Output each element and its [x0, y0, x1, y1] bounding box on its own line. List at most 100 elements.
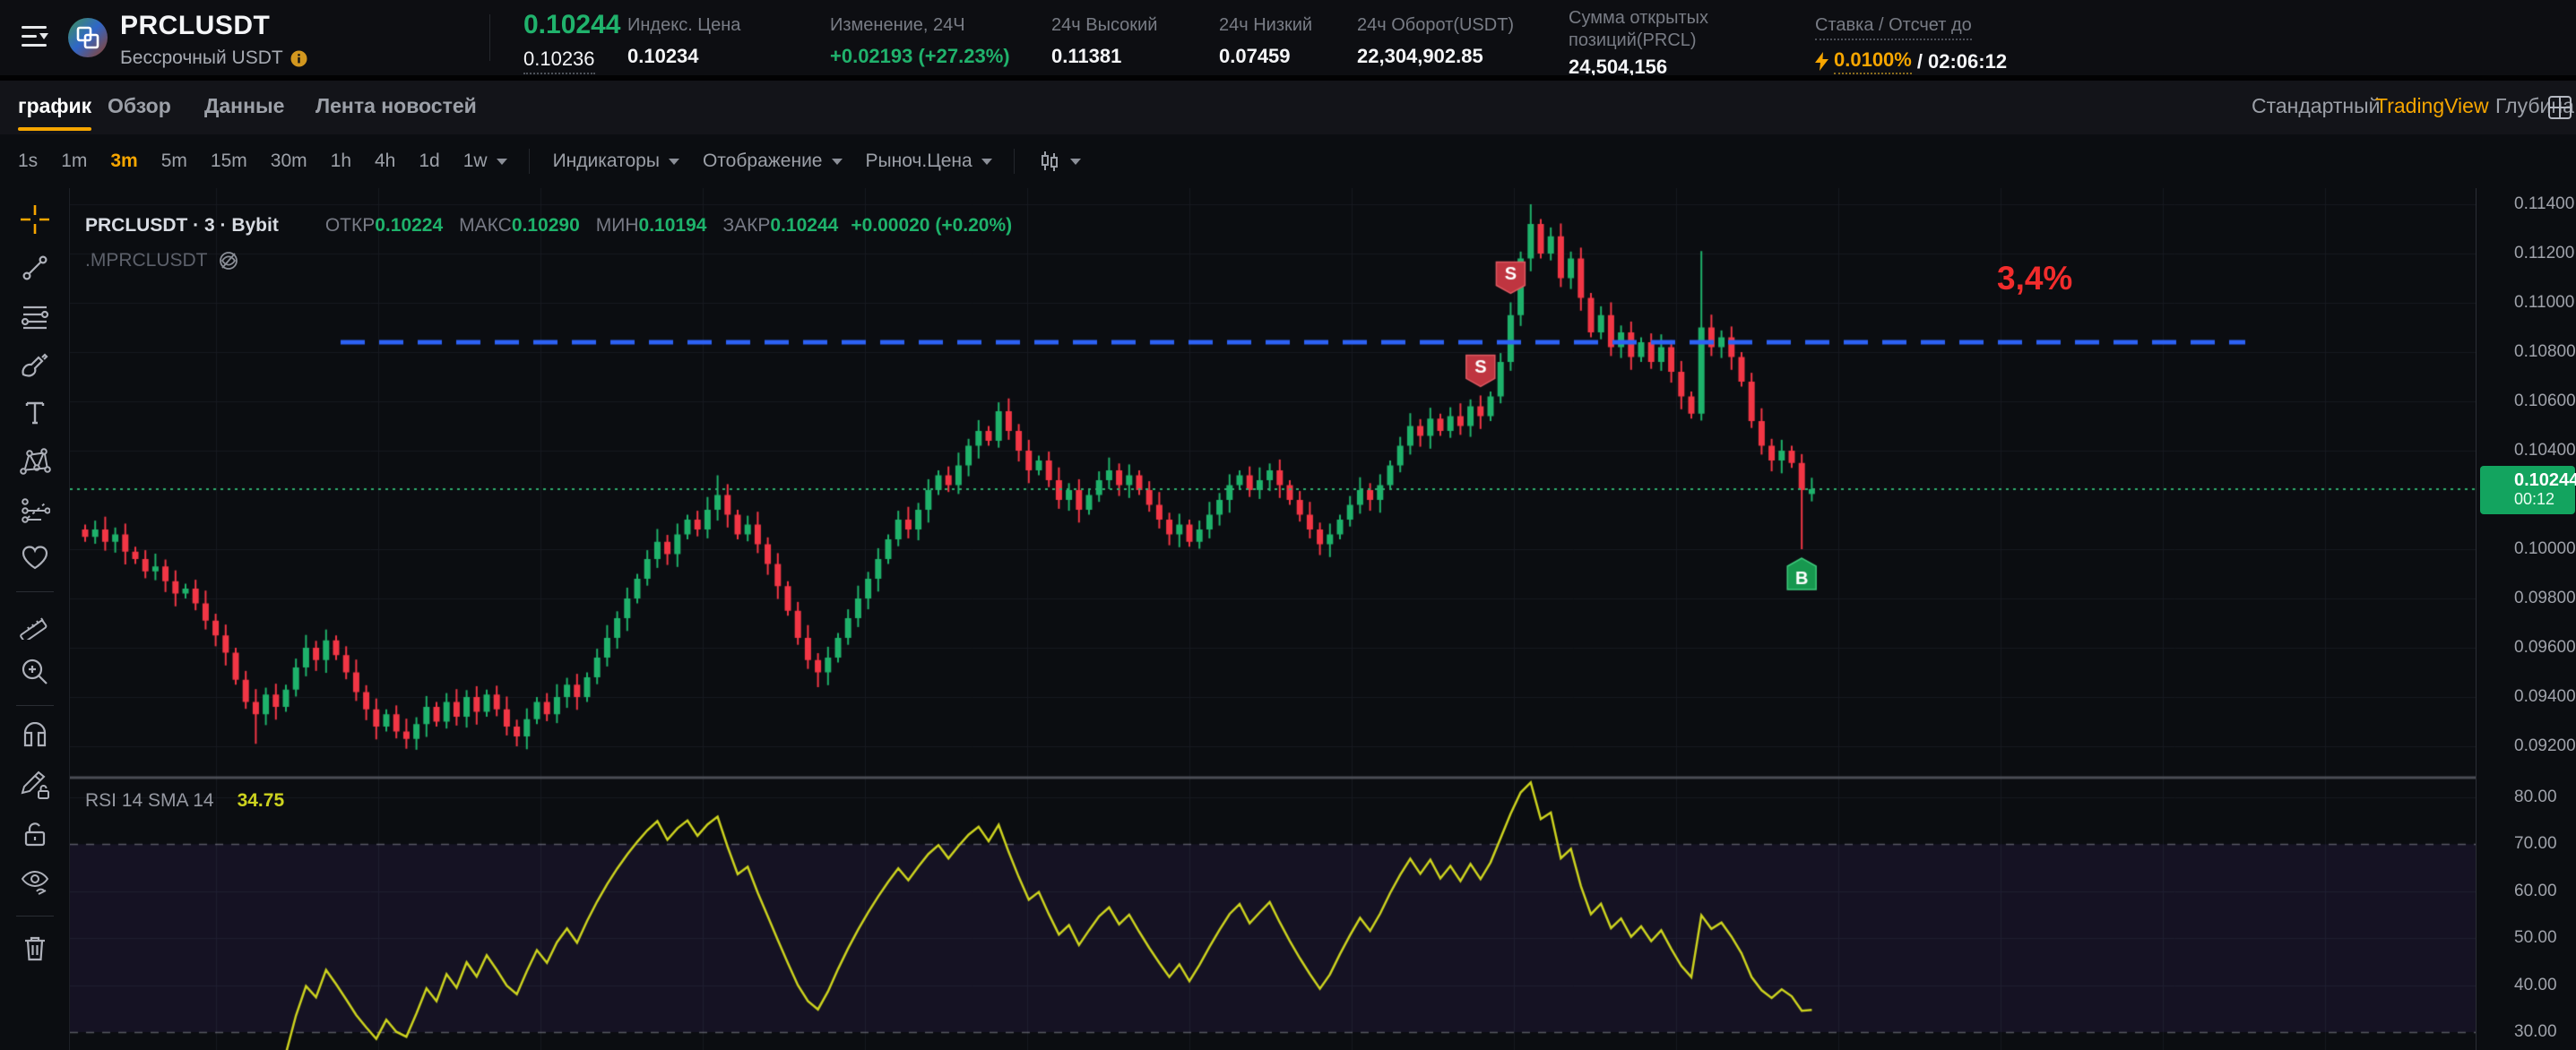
draw-lock-icon[interactable] — [18, 769, 52, 803]
magnet-icon[interactable] — [18, 720, 52, 754]
stat-funding-rate: Ставка / Отсчет до 0.0100% / 02:06:12 — [1815, 14, 2007, 74]
lightning-icon — [1815, 52, 1828, 71]
stat-label: Сумма открытых позиций(PRCL) — [1569, 8, 1709, 50]
funding-label[interactable]: Ставка / Отсчет до — [1815, 14, 1972, 40]
rsi-tick: 60.00 — [2514, 881, 2557, 900]
stat-label: Индекс. Цена — [627, 15, 741, 35]
price-tick: 0.09200 — [2514, 736, 2576, 755]
view-tab-bar: график Обзор Данные Лента новостей Стандарт… — [0, 81, 2576, 134]
timeframe-5m[interactable]: 5m — [160, 151, 187, 171]
high-value: 0.10290 — [511, 215, 580, 236]
chart-mode-tradingview[interactable]: TradingView — [2375, 94, 2489, 117]
mark-price[interactable]: 0.10236 — [523, 47, 595, 74]
price-axis[interactable]: 0.11400 0.11200 0.11000 0.10800 0.10600 0.104… — [2476, 188, 2576, 1050]
remove-drawings-trash-icon[interactable] — [18, 931, 52, 965]
price-tick: 0.09600 — [2514, 638, 2576, 657]
stat-open-interest: Сумма открытых позиций(PRCL) 24,504,156 — [1569, 7, 1761, 79]
instrument-header: PRCLUSDT Бессрочный USDT 0.10244 0.10236… — [0, 0, 2576, 78]
brush-tool-icon[interactable] — [18, 348, 52, 382]
rsi-legend: RSI 14 SMA 14 34.75 — [85, 790, 284, 812]
sub-series-name: .MPRCLUSDT — [85, 250, 208, 271]
rsi-current-value: 34.75 — [237, 790, 285, 811]
lock-all-icon[interactable] — [18, 817, 52, 851]
symbol-block[interactable]: PRCLUSDT Бессрочный USDT — [120, 11, 307, 69]
layout-grid-icon[interactable] — [2547, 95, 2572, 120]
rsi-indicator-name: RSI 14 SMA 14 — [85, 790, 214, 811]
tab-news[interactable]: Лента новостей — [316, 94, 477, 117]
candle-change: +0.00020 (+0.20%) — [851, 215, 1013, 236]
timeframe-30m[interactable]: 30m — [270, 151, 307, 171]
indicators-menu[interactable]: Индикаторы — [553, 151, 679, 172]
timeframe-1s[interactable]: 1s — [18, 151, 39, 171]
projection-tool-icon[interactable] — [18, 493, 52, 527]
header-divider — [489, 14, 490, 61]
crosshair-icon[interactable] — [18, 202, 52, 237]
price-tick: 0.10800 — [2514, 342, 2576, 361]
candle-countdown: 00:12 — [2514, 489, 2555, 508]
stat-value: 22,304,902.85 — [1357, 45, 1483, 67]
toolbar-divider — [15, 591, 54, 592]
price-tick: 0.09400 — [2514, 687, 2576, 706]
timeframe-1w[interactable]: 1w — [462, 151, 488, 171]
symbol-title: PRCLUSDT — [120, 11, 271, 40]
funding-rate-value[interactable]: 0.0100% — [1834, 48, 1912, 74]
hamburger-menu-icon[interactable] — [22, 25, 48, 48]
high-label: МАКС — [459, 215, 512, 236]
chart-toolbar: 1s 1m 3m 5m 15m 30m 1h 4h 1d 1w Индикаторы Отобра… — [0, 134, 2576, 188]
price-tick: 0.10400 — [2514, 441, 2576, 460]
current-price-label: 0.10244 00:12 — [2480, 465, 2576, 514]
eye-off-icon[interactable] — [217, 249, 240, 272]
market-price-menu[interactable]: Рыноч.Цена — [866, 151, 992, 172]
last-price: 0.10244 — [523, 10, 621, 39]
text-tool-icon[interactable] — [18, 396, 52, 430]
timeframe-caret-icon[interactable] — [496, 158, 507, 165]
funding-separator: / — [1916, 49, 1923, 73]
price-tick: 0.11400 — [2514, 194, 2575, 213]
toolbar-divider — [15, 705, 54, 706]
info-icon[interactable] — [290, 50, 307, 67]
rsi-tick: 40.00 — [2514, 975, 2557, 994]
rsi-tick: 30.00 — [2514, 1022, 2557, 1041]
display-menu[interactable]: Отображение — [703, 151, 843, 172]
price-tick: 0.10600 — [2514, 392, 2576, 410]
fib-retracement-tool-icon[interactable] — [18, 299, 52, 333]
stat-label: 24ч Оборот(USDT) — [1357, 15, 1515, 35]
chart-mode-глубина[interactable]: Глубина — [2495, 94, 2574, 117]
xabcd-pattern-tool-icon[interactable] — [18, 444, 52, 478]
timeframe-1m[interactable]: 1m — [61, 151, 88, 171]
stat-value: 24,504,156 — [1569, 56, 1668, 78]
legend-symbol: PRCLUSDT · 3 · Bybit — [85, 215, 279, 236]
sub-series-legend: .MPRCLUSDT — [85, 249, 240, 272]
measure-ruler-icon[interactable] — [18, 607, 52, 641]
timeframe-4h[interactable]: 4h — [375, 151, 396, 171]
contract-type-label: Бессрочный USDT — [120, 47, 283, 68]
chart-legend: PRCLUSDT · 3 · Bybit ОТКР 0.10224 МАКС 0.1… — [85, 215, 1012, 237]
stat-value: 0.07459 — [1219, 45, 1291, 67]
stat-value: 0.10234 — [627, 45, 699, 67]
stat-value: +0.02193 (+27.23%) — [830, 45, 1010, 67]
zoom-in-icon[interactable] — [18, 655, 52, 689]
stat-turnover-24h: 24ч Оборот(USDT) 22,304,902.85 — [1357, 14, 1514, 68]
close-label: ЗАКР — [722, 215, 771, 236]
timeframe-1h[interactable]: 1h — [330, 151, 351, 171]
timeframe-15m[interactable]: 15m — [210, 151, 247, 171]
stat-low-24h: 24ч Низкий 0.07459 — [1219, 14, 1312, 68]
stat-change-24h: Изменение, 24Ч +0.02193 (+27.23%) — [830, 14, 1010, 68]
stat-label: 24ч Низкий — [1219, 15, 1313, 35]
rsi-tick: 70.00 — [2514, 834, 2557, 854]
tab-chart[interactable]: график — [18, 81, 92, 134]
chart-plot-area[interactable]: PRCLUSDT · 3 · Bybit ОТКР 0.10224 МАКС 0.1… — [70, 188, 2476, 1050]
favorites-heart-icon[interactable] — [18, 541, 52, 575]
tab-overview[interactable]: Обзор — [108, 94, 171, 117]
chart-style-icon[interactable] — [1038, 150, 1081, 173]
hide-drawings-eye-icon[interactable] — [18, 865, 52, 899]
candlestick-canvas[interactable] — [70, 188, 2476, 1050]
close-value: 0.10244 — [770, 215, 839, 236]
tab-data[interactable]: Данные — [204, 94, 285, 117]
timeframe-3m[interactable]: 3m — [110, 151, 138, 171]
trend-line-tool-icon[interactable] — [18, 251, 52, 285]
rsi-tick: 80.00 — [2514, 788, 2557, 806]
header-bottom-strip — [0, 75, 2576, 81]
chart-mode-стандартный[interactable]: Стандартный — [2252, 94, 2381, 117]
timeframe-1d[interactable]: 1d — [419, 151, 440, 171]
